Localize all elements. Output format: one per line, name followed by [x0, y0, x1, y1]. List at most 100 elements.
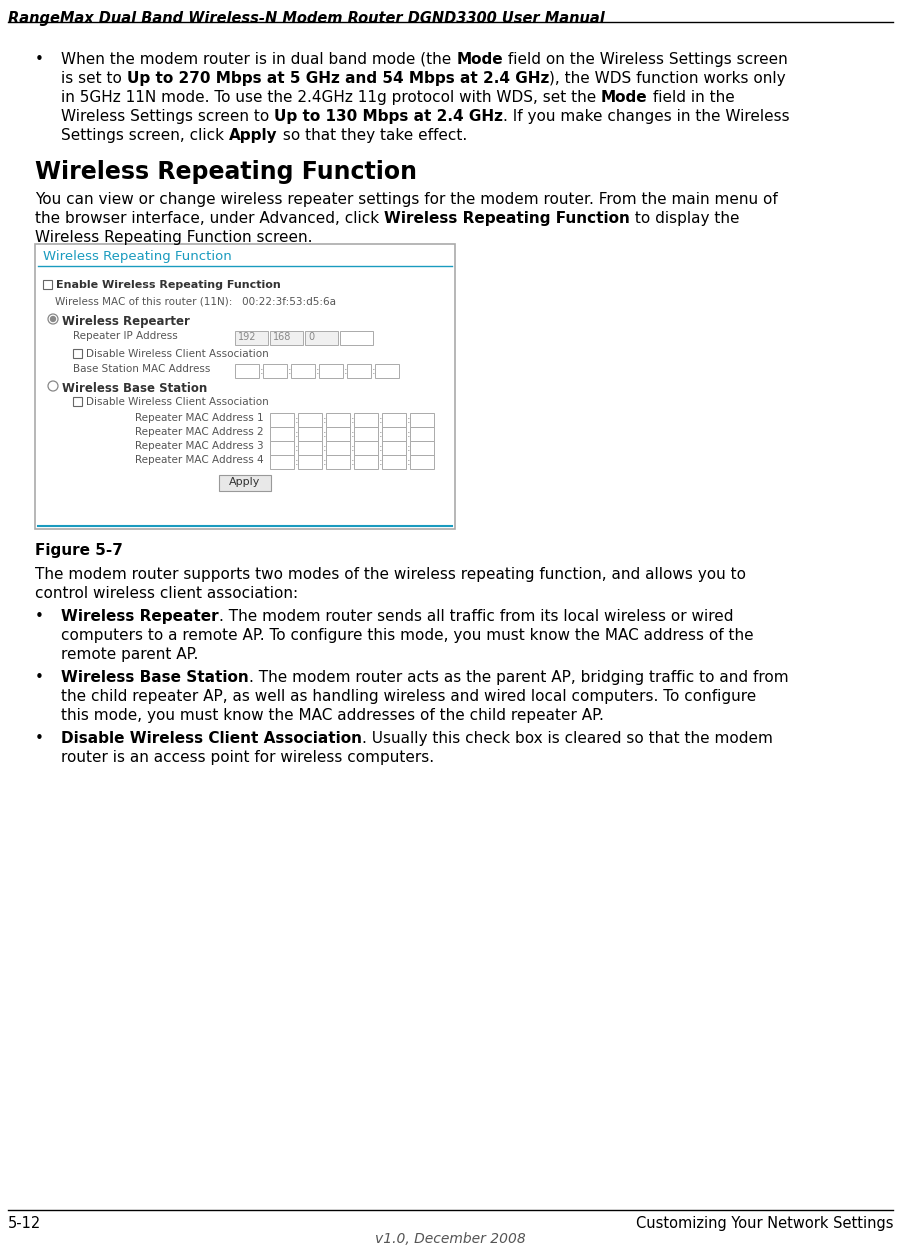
Text: field on the Wireless Settings screen: field on the Wireless Settings screen	[503, 52, 787, 67]
Text: The modem router supports two modes of the wireless repeating function, and allo: The modem router supports two modes of t…	[35, 567, 746, 582]
Bar	[73, 349, 82, 358]
Text: . If you make changes in the Wireless: . If you make changes in the Wireless	[503, 108, 790, 125]
Text: When the modem router is in dual band mode (the: When the modem router is in dual band mo…	[61, 52, 456, 67]
Text: field in the: field in the	[648, 90, 734, 105]
Text: Up to 270 Mbps at 5 GHz and 54 Mbps at 2.4 GHz: Up to 270 Mbps at 5 GHz and 54 Mbps at 2…	[127, 71, 549, 86]
Bar	[347, 364, 371, 378]
Text: :: :	[316, 366, 320, 376]
Bar	[354, 412, 378, 427]
Text: Wireless Repearter: Wireless Repearter	[62, 315, 190, 328]
Text: Repeater MAC Address 3: Repeater MAC Address 3	[135, 441, 264, 451]
Text: . The modem router sends all traffic from its local wireless or wired: . The modem router sends all traffic fro…	[219, 609, 733, 624]
Text: this mode, you must know the MAC addresses of the child repeater AP.: this mode, you must know the MAC address…	[61, 708, 604, 723]
Bar	[35, 244, 455, 530]
Text: Repeater MAC Address 1: Repeater MAC Address 1	[135, 412, 264, 422]
Text: Repeater IP Address: Repeater IP Address	[73, 331, 177, 341]
Bar	[43, 280, 52, 289]
Text: :: :	[407, 415, 411, 425]
Text: •: •	[35, 670, 44, 685]
Bar	[410, 441, 434, 455]
Bar	[270, 441, 294, 455]
Text: Enable Wireless Repeating Function: Enable Wireless Repeating Function	[56, 280, 281, 290]
Text: :: :	[288, 366, 292, 376]
Bar	[305, 331, 338, 345]
Bar	[270, 455, 294, 468]
Text: Wireless MAC of this router (11N):   00:22:3f:53:d5:6a: Wireless MAC of this router (11N): 00:22…	[55, 297, 336, 307]
Bar	[382, 455, 406, 468]
Text: 192: 192	[238, 331, 257, 341]
Bar	[375, 364, 399, 378]
Text: :: :	[295, 415, 298, 425]
Bar	[298, 455, 322, 468]
Text: Disable Wireless Client Association: Disable Wireless Client Association	[86, 397, 268, 407]
Text: v1.0, December 2008: v1.0, December 2008	[375, 1232, 525, 1246]
Text: computers to a remote AP. To configure this mode, you must know the MAC address : computers to a remote AP. To configure t…	[61, 628, 753, 643]
Bar	[326, 412, 350, 427]
Bar	[354, 455, 378, 468]
Text: :: :	[407, 444, 411, 454]
Text: control wireless client association:: control wireless client association:	[35, 586, 298, 601]
Text: remote parent AP.: remote parent AP.	[61, 647, 198, 662]
Text: Wireless Repeating Function screen.: Wireless Repeating Function screen.	[35, 231, 313, 245]
Text: :: :	[379, 444, 383, 454]
Text: in 5GHz 11N mode. To use the 2.4GHz 11g protocol with WDS, set the: in 5GHz 11N mode. To use the 2.4GHz 11g …	[61, 90, 601, 105]
Text: :: :	[295, 444, 298, 454]
Bar	[235, 331, 268, 345]
Text: Wireless Repeating Function: Wireless Repeating Function	[35, 159, 417, 184]
Text: :: :	[407, 457, 411, 467]
Bar	[410, 412, 434, 427]
Text: Wireless Base Station: Wireless Base Station	[61, 670, 249, 685]
Text: •: •	[35, 52, 44, 67]
Text: :: :	[351, 415, 355, 425]
Text: :: :	[323, 444, 327, 454]
Text: the child repeater AP, as well as handling wireless and wired local computers. T: the child repeater AP, as well as handli…	[61, 689, 756, 704]
Text: Wireless Settings screen to: Wireless Settings screen to	[61, 108, 274, 125]
Bar	[382, 412, 406, 427]
Bar	[298, 441, 322, 455]
Text: :: :	[379, 457, 383, 467]
Text: Wireless Repeater: Wireless Repeater	[61, 609, 219, 624]
Bar	[235, 364, 259, 378]
Text: Settings screen, click: Settings screen, click	[61, 128, 229, 143]
Text: Mode: Mode	[456, 52, 503, 67]
Text: :: :	[295, 457, 298, 467]
Bar	[298, 412, 322, 427]
Bar	[340, 331, 373, 345]
Text: •: •	[35, 609, 44, 624]
Text: Mode: Mode	[601, 90, 648, 105]
Text: :: :	[372, 366, 376, 376]
Text: :: :	[344, 366, 348, 376]
Bar	[326, 441, 350, 455]
Bar	[410, 455, 434, 468]
Bar	[270, 331, 303, 345]
Text: :: :	[379, 415, 383, 425]
Text: is set to: is set to	[61, 71, 127, 86]
Text: Customizing Your Network Settings: Customizing Your Network Settings	[635, 1216, 893, 1231]
Circle shape	[50, 316, 56, 321]
FancyBboxPatch shape	[219, 475, 271, 491]
Bar	[382, 441, 406, 455]
Text: :: :	[295, 429, 298, 439]
Text: :: :	[323, 415, 327, 425]
Text: . Usually this check box is cleared so that the modem: . Usually this check box is cleared so t…	[362, 731, 773, 746]
Text: •: •	[35, 731, 44, 746]
Text: :: :	[379, 429, 383, 439]
Text: Wireless Repeating Function: Wireless Repeating Function	[43, 250, 232, 263]
Text: Disable Wireless Client Association: Disable Wireless Client Association	[86, 349, 268, 359]
Bar	[270, 427, 294, 441]
Text: You can view or change wireless repeater settings for the modem router. From the: You can view or change wireless repeater…	[35, 192, 778, 207]
Text: :: :	[351, 457, 355, 467]
Text: 168: 168	[273, 331, 291, 341]
Text: :: :	[323, 429, 327, 439]
Text: Up to 130 Mbps at 2.4 GHz: Up to 130 Mbps at 2.4 GHz	[274, 108, 503, 125]
Text: :: :	[407, 429, 411, 439]
Text: Wireless Repeating Function: Wireless Repeating Function	[384, 211, 630, 226]
Bar	[298, 427, 322, 441]
Bar	[354, 441, 378, 455]
Text: Base Station MAC Address: Base Station MAC Address	[73, 364, 210, 374]
Bar	[354, 427, 378, 441]
Text: :: :	[323, 457, 327, 467]
Bar	[382, 427, 406, 441]
Text: the browser interface, under Advanced, click: the browser interface, under Advanced, c…	[35, 211, 384, 226]
Text: ), the WDS function works only: ), the WDS function works only	[549, 71, 786, 86]
